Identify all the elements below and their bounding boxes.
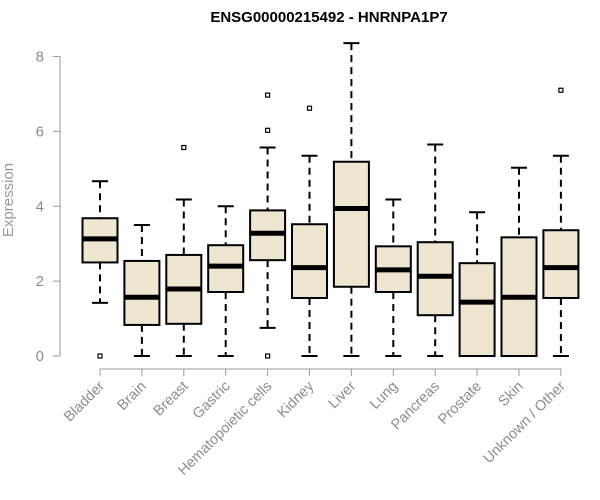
x-tick-label-7: Lung [367, 379, 401, 413]
outlier-point-2 [265, 92, 271, 98]
box-2 [165, 144, 203, 357]
outlier-point-0 [306, 105, 313, 111]
iqr-box [123, 259, 161, 326]
x-tick-label-10: Skin [496, 379, 527, 410]
outlier-point-0 [265, 353, 271, 359]
iqr-box [542, 229, 580, 299]
box-3 [207, 205, 245, 357]
box-4 [249, 92, 287, 359]
outlier-point-0 [97, 353, 103, 359]
box-11 [542, 87, 580, 357]
x-tick-label-6: Liver [326, 378, 360, 412]
iqr-box [291, 223, 328, 299]
y-axis-label: Expression [0, 163, 17, 237]
y-tick-label-0: 0 [36, 348, 44, 365]
outlier-point-1 [265, 127, 271, 133]
x-tick-label-0: Bladder [61, 378, 108, 425]
box-5 [291, 105, 328, 357]
box-7 [374, 198, 412, 357]
x-tick-label-5: Kidney [275, 378, 318, 421]
outlier-point-0 [558, 87, 564, 93]
y-axis: 0 2 4 6 8 [36, 49, 61, 365]
box-0 [81, 180, 119, 359]
outlier-point-0 [181, 144, 187, 151]
chart-title: ENSG00000215492 - HNRNPA1P7 [210, 9, 447, 26]
box-6 [332, 42, 370, 357]
y-tick-label-4: 4 [36, 198, 44, 215]
y-tick-label-2: 2 [36, 273, 44, 290]
x-tick-label-1: Brain [114, 379, 149, 414]
box-1 [123, 223, 161, 357]
y-tick-label-8: 8 [36, 49, 44, 66]
box-9 [458, 211, 496, 358]
box-10 [500, 166, 538, 357]
iqr-box [458, 262, 496, 358]
boxes-group [81, 42, 580, 359]
x-tick-label-2: Breast [151, 379, 192, 420]
x-tick-label-9: Prostate [435, 379, 484, 428]
y-tick-label-6: 6 [36, 123, 44, 140]
iqr-box [332, 160, 370, 288]
box-8 [416, 143, 454, 357]
